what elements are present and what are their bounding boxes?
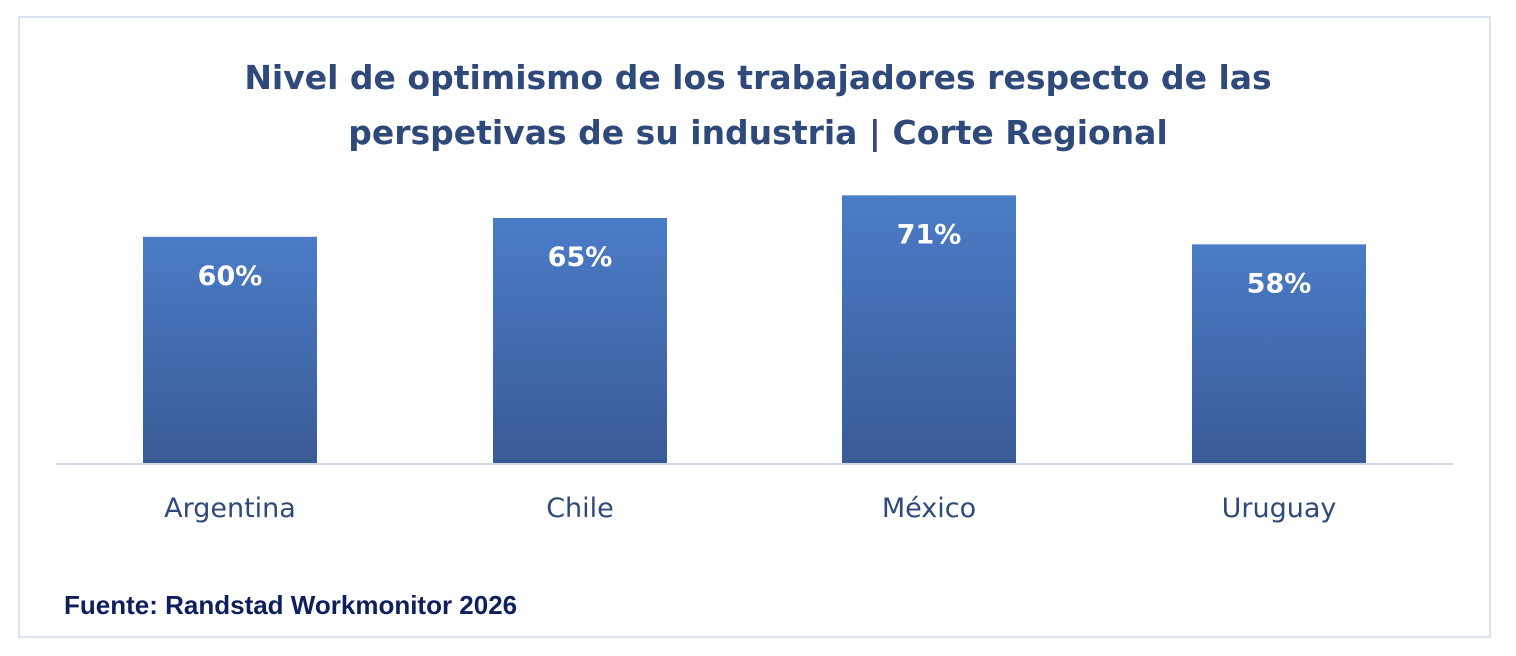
bar-uruguay bbox=[1192, 244, 1366, 463]
bar-m-xico bbox=[842, 195, 1016, 463]
source-note: Fuente: Randstad Workmonitor 2026 bbox=[64, 590, 518, 620]
data-label: 65% bbox=[548, 242, 613, 273]
data-label: 58% bbox=[1247, 268, 1312, 299]
chart-title-line-1: Nivel de optimismo de los trabajadores r… bbox=[244, 58, 1272, 97]
data-label: 60% bbox=[198, 261, 263, 292]
category-label: México bbox=[882, 493, 976, 524]
bar-chile bbox=[493, 217, 667, 463]
bar-argentina bbox=[143, 236, 317, 463]
chart-title-line-2: perspetivas de su industria | Corte Regi… bbox=[348, 113, 1168, 152]
data-label: 71% bbox=[897, 219, 962, 250]
chart-title: Nivel de optimismo de los trabajadores r… bbox=[0, 50, 1516, 160]
category-label: Chile bbox=[546, 493, 614, 524]
category-label: Uruguay bbox=[1222, 493, 1337, 524]
category-label: Argentina bbox=[164, 493, 296, 524]
